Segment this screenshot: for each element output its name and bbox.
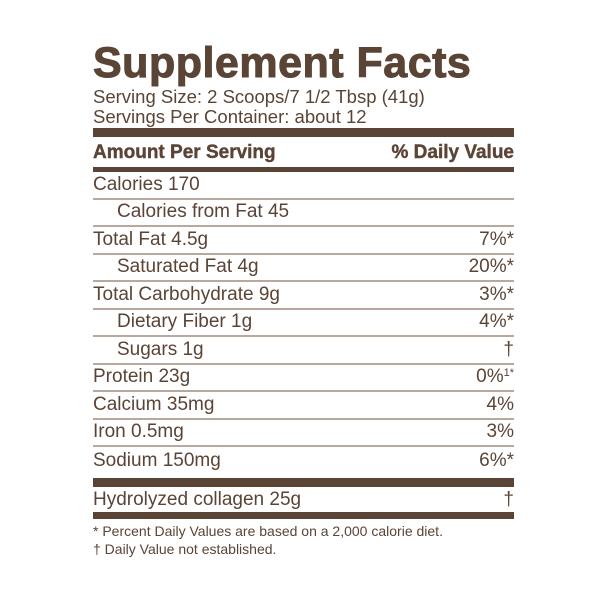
nutrient-dv: †	[503, 339, 514, 361]
label-title: Supplement Facts	[93, 39, 472, 87]
nutrient-dv: 3%	[487, 421, 514, 443]
nutrient-name: Calories from Fat 45	[117, 201, 290, 223]
nutrient-dv: 3%*	[479, 284, 514, 306]
nutrient-name: Dietary Fiber 1g	[117, 311, 253, 333]
nutrient-row: Calories 170	[93, 172, 514, 200]
dv-value: 4%	[486, 393, 514, 415]
divider-thick	[93, 478, 514, 487]
dv-value: 7%*	[479, 228, 514, 250]
nutrient-dv: 0%1*	[476, 366, 514, 388]
amount-per-serving-header: Amount Per Serving	[93, 142, 276, 163]
nutrient-name: Sugars 1g	[117, 338, 204, 360]
dv-value: †	[503, 338, 514, 360]
serving-size: Serving Size: 2 Scoops/7 1/2 Tbsp (41g)	[93, 86, 425, 107]
nutrient-row: Saturated Fat 4g 20%*	[93, 255, 514, 282]
divider-thick	[93, 128, 514, 137]
nutrient-name: Saturated Fat 4g	[117, 256, 259, 278]
nutrient-dv: 20%*	[469, 256, 514, 278]
ingredient-dv: †	[503, 488, 514, 510]
dv-footnote-mark: 1*	[503, 367, 514, 380]
ingredient-name: Hydrolyzed collagen 25g	[93, 488, 302, 510]
footnote-daily-values: * Percent Daily Values are based on a 2,…	[93, 523, 443, 539]
divider-thick	[93, 512, 514, 519]
dv-value: 4%*	[479, 311, 514, 333]
nutrient-dv: 7%*	[479, 229, 514, 251]
nutrient-row: Calories from Fat 45	[93, 200, 514, 227]
divider-medium	[93, 167, 514, 172]
nutrient-rows: Calories 170 Calories from Fat 45 Total Fa…	[93, 172, 514, 475]
nutrient-name: Total Carbohydrate 9g	[93, 283, 280, 305]
nutrient-dv: 4%*	[479, 311, 514, 333]
nutrient-row: Sugars 1g †	[93, 337, 514, 365]
nutrient-dv: 6%*	[479, 450, 514, 472]
nutrient-row: Dietary Fiber 1g 4%*	[93, 310, 514, 337]
dv-value: 0%	[476, 366, 504, 388]
nutrient-dv: 4%	[487, 394, 514, 416]
dv-value: 20%*	[468, 256, 514, 278]
nutrient-name: Sodium 150mg	[93, 449, 221, 471]
nutrient-row: Total Fat 4.5g 7%*	[93, 227, 514, 255]
dv-value: 3%*	[479, 283, 514, 305]
dv-value: 3%	[486, 421, 514, 443]
nutrient-row: Total Carbohydrate 9g 3%*	[93, 282, 514, 310]
nutrient-name: Iron 0.5mg	[93, 421, 184, 443]
nutrient-name: Protein 23g	[93, 366, 191, 388]
dv-value: 6%*	[479, 449, 514, 471]
servings-per-container: Servings Per Container: about 12	[93, 106, 367, 127]
other-ingredient-row: Hydrolyzed collagen 25g †	[93, 486, 514, 514]
nutrient-row: Sodium 150mg 6%*	[93, 447, 514, 475]
nutrient-name: Calories 170	[93, 173, 200, 195]
nutrient-name: Total Fat 4.5g	[93, 228, 209, 250]
column-header: Amount Per Serving % Daily Value	[93, 142, 514, 164]
nutrient-row: Protein 23g 0%1*	[93, 365, 514, 392]
nutrient-name: Calcium 35mg	[93, 393, 215, 415]
footnote-not-established: † Daily Value not established.	[93, 541, 277, 557]
daily-value-header: % Daily Value	[391, 142, 514, 163]
nutrient-row: Calcium 35mg 4%	[93, 392, 514, 420]
nutrient-row: Iron 0.5mg 3%	[93, 420, 514, 447]
